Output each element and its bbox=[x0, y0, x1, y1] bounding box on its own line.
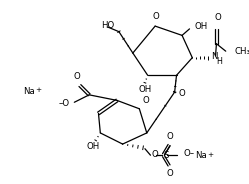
Text: OH: OH bbox=[138, 85, 152, 94]
Text: O: O bbox=[74, 72, 80, 81]
Text: O: O bbox=[151, 150, 158, 159]
Text: O: O bbox=[167, 132, 173, 141]
Text: O: O bbox=[153, 13, 159, 22]
Text: –O: –O bbox=[59, 99, 70, 108]
Text: O: O bbox=[167, 169, 173, 178]
Text: HO: HO bbox=[101, 21, 114, 30]
Text: CH₃: CH₃ bbox=[234, 47, 249, 56]
Text: O–: O– bbox=[183, 149, 194, 158]
Text: OH: OH bbox=[86, 142, 100, 151]
Text: H: H bbox=[216, 57, 222, 66]
Text: O: O bbox=[142, 96, 149, 105]
Text: OH: OH bbox=[194, 22, 207, 31]
Text: O: O bbox=[178, 89, 185, 98]
Text: N: N bbox=[211, 52, 217, 61]
Text: Na: Na bbox=[195, 151, 207, 160]
Text: +: + bbox=[207, 151, 213, 158]
Text: +: + bbox=[35, 87, 41, 93]
Text: S: S bbox=[164, 151, 169, 160]
Text: O: O bbox=[215, 13, 222, 22]
Text: Na: Na bbox=[23, 87, 35, 96]
